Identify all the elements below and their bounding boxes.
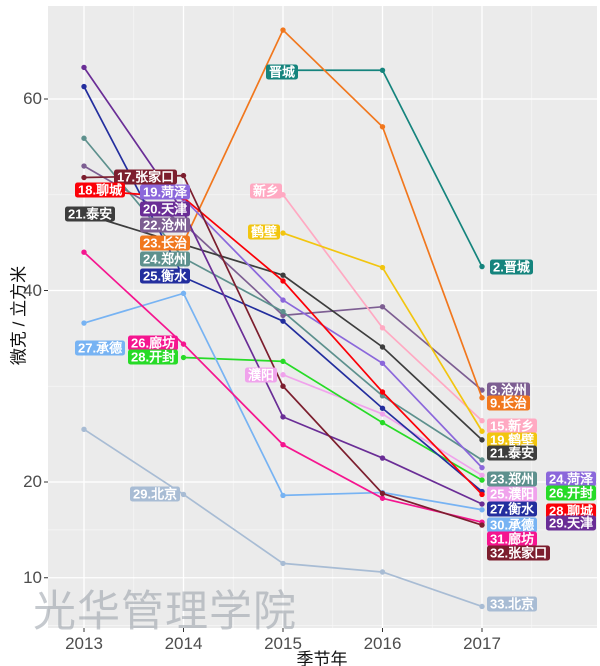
data-point — [81, 174, 87, 181]
data-point — [280, 372, 286, 378]
data-point — [379, 67, 386, 73]
data-point — [379, 455, 386, 461]
data-point — [180, 341, 187, 347]
data-point — [379, 495, 386, 501]
data-point — [479, 395, 485, 401]
data-point — [280, 278, 286, 284]
data-point — [280, 230, 286, 236]
data-point — [180, 194, 187, 201]
data-point — [479, 472, 485, 478]
data-point — [379, 325, 386, 331]
data-point — [280, 27, 286, 33]
data-point — [81, 249, 87, 255]
data-point — [379, 304, 386, 310]
data-point — [81, 64, 87, 71]
data-point — [180, 274, 187, 280]
data-point — [280, 383, 286, 389]
data-point — [379, 490, 386, 497]
data-point — [180, 220, 187, 227]
data-point — [379, 264, 386, 271]
data-point — [479, 477, 485, 483]
data-point — [81, 163, 87, 169]
data-point — [379, 389, 386, 395]
data-point — [180, 241, 187, 248]
data-point — [479, 387, 485, 393]
data-point — [280, 318, 286, 324]
data-point — [280, 297, 286, 303]
data-point — [479, 522, 485, 528]
data-point — [479, 263, 485, 270]
data-point — [81, 211, 87, 217]
data-point — [479, 491, 485, 498]
data-point — [280, 308, 286, 315]
data-point — [479, 501, 485, 507]
data-point — [280, 312, 286, 319]
data-point — [81, 320, 87, 326]
data-point — [180, 290, 187, 297]
data-point — [479, 457, 485, 463]
data-point — [479, 603, 485, 610]
data-point — [280, 272, 286, 278]
data-point — [379, 405, 386, 411]
data-point — [81, 187, 87, 193]
data-point — [180, 255, 187, 261]
data-point — [479, 418, 485, 424]
series-line — [182, 28, 483, 399]
data-point — [479, 464, 485, 471]
data-point — [81, 83, 87, 90]
y-axis-title: 微克 / 立方米 — [9, 265, 29, 366]
data-point — [280, 192, 286, 198]
series-line — [182, 197, 483, 469]
data-point — [479, 507, 485, 513]
data-point — [479, 428, 485, 434]
data-point — [280, 414, 286, 420]
data-point — [379, 360, 386, 366]
data-point — [180, 172, 187, 179]
data-point — [280, 67, 286, 73]
data-point — [379, 411, 386, 417]
data-point — [280, 441, 286, 448]
data-point — [180, 491, 187, 498]
data-point — [81, 426, 87, 433]
data-point — [379, 569, 386, 575]
data-point — [280, 560, 286, 567]
x-axis-title: 季节年 — [296, 650, 348, 666]
data-point — [180, 354, 187, 361]
data-point — [379, 419, 386, 426]
data-point — [280, 492, 286, 499]
data-point — [280, 358, 286, 365]
data-point — [379, 344, 386, 350]
data-point — [379, 124, 386, 130]
watermark-text: 光华管理学院 — [33, 587, 297, 637]
data-point — [180, 209, 187, 215]
data-point — [81, 135, 87, 141]
series-line — [183, 356, 483, 481]
data-point — [479, 437, 485, 443]
